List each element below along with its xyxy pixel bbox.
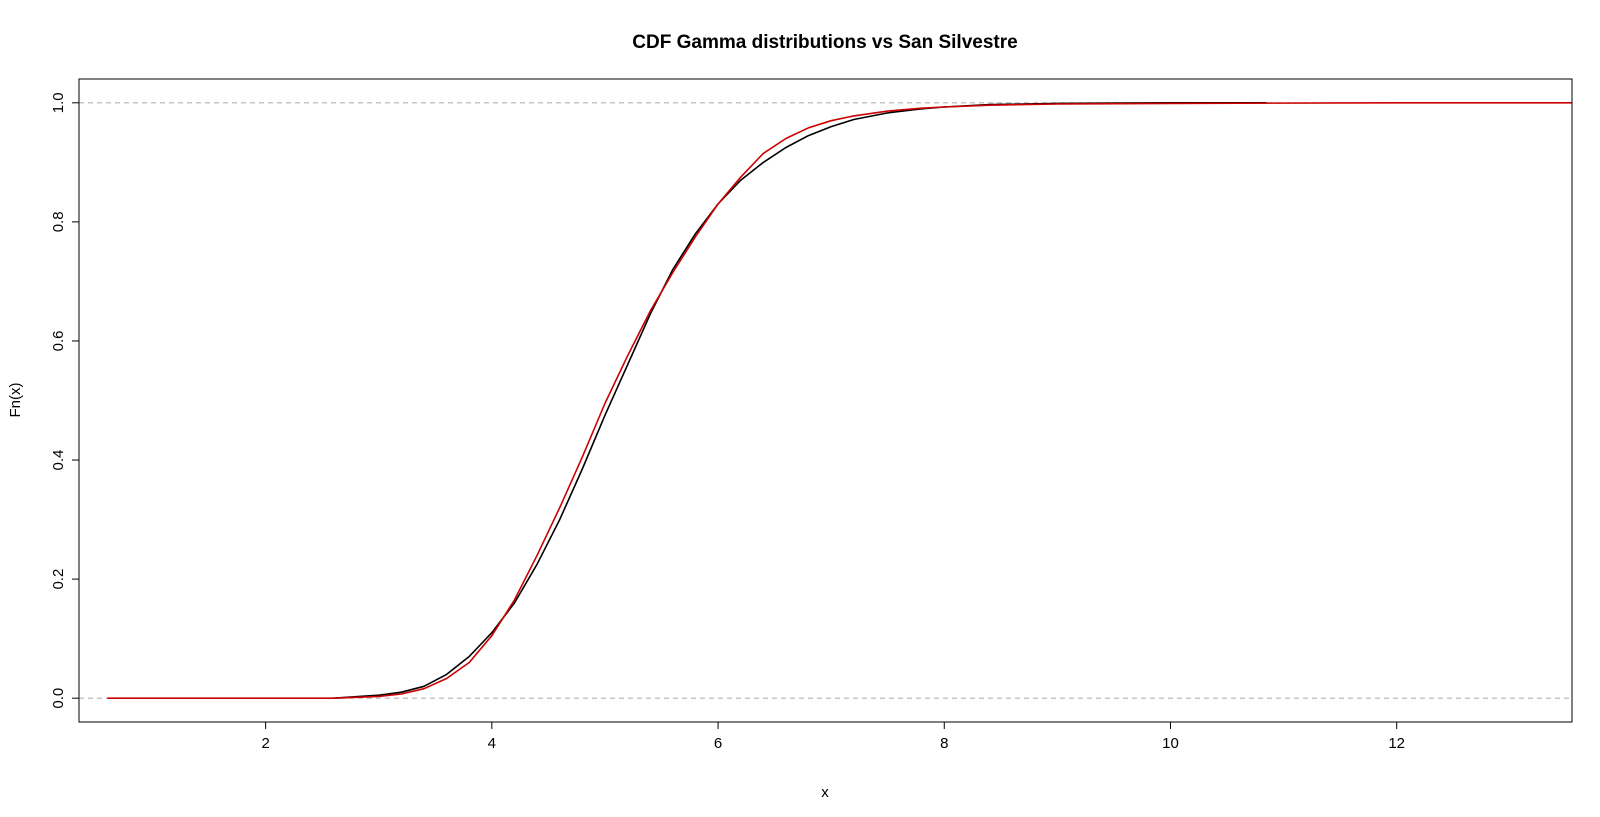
y-tick-label: 0.2: [50, 569, 67, 590]
y-tick-label: 0.4: [50, 450, 67, 471]
x-tick-label: 10: [1162, 735, 1179, 752]
x-tick-label: 8: [940, 735, 948, 752]
y-axis: 0.0 0.2 0.4 0.6 0.8 1.0: [50, 92, 80, 709]
y-tick-label: 1.0: [50, 92, 67, 113]
x-axis: 2 4 6 8 10 12: [261, 721, 1405, 752]
y-tick-label: 0.6: [50, 331, 67, 352]
series-line-1: [107, 102, 1572, 700]
plot-frame: [78, 78, 1573, 723]
reference-lines: [79, 102, 1572, 699]
y-tick-label: 0.8: [50, 211, 67, 232]
series-line-0: [333, 102, 1267, 699]
y-tick-label: 0.0: [50, 688, 67, 709]
x-tick-label: 12: [1388, 735, 1405, 752]
x-tick-label: 4: [488, 735, 496, 752]
x-tick-label: 2: [261, 735, 269, 752]
y-axis-label: Fn(x): [7, 383, 24, 418]
chart-title: CDF Gamma distributions vs San Silvestre: [632, 32, 1017, 53]
x-axis-label: x: [821, 784, 829, 801]
series-group: [107, 102, 1572, 700]
x-tick-label: 6: [714, 735, 722, 752]
